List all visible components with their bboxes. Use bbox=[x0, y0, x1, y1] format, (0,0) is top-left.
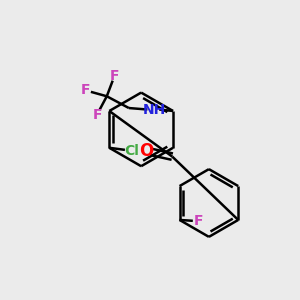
Text: NH: NH bbox=[142, 103, 166, 116]
Text: F: F bbox=[81, 83, 90, 98]
Text: F: F bbox=[110, 69, 119, 83]
Text: Cl: Cl bbox=[124, 144, 139, 158]
Text: O: O bbox=[139, 142, 153, 160]
Text: F: F bbox=[93, 107, 103, 122]
Text: F: F bbox=[194, 214, 203, 228]
